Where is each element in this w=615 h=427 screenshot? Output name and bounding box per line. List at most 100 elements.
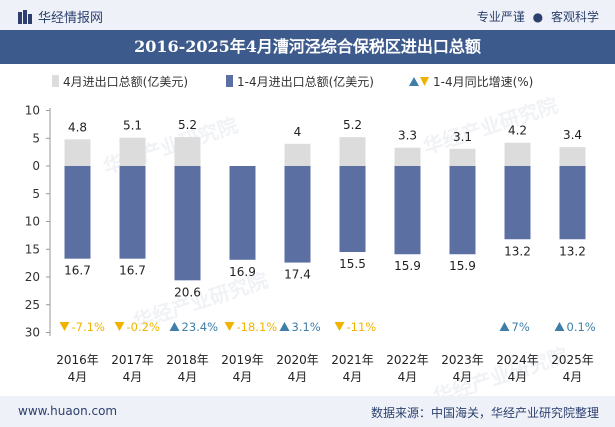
bar-cumulative-label: 20.6 [174, 285, 201, 299]
legend-item-growth: 1-4月同比增速(%) [408, 73, 533, 90]
bar-monthly-label: 3.1 [453, 130, 472, 144]
logo-icon [18, 10, 32, 24]
bar-cumulative-label: 16.7 [119, 264, 146, 278]
growth-label: -11% [347, 320, 377, 334]
slogan: 专业严谨 ● 客观科学 [477, 8, 599, 25]
growth-up-icon [169, 322, 180, 331]
bar-monthly [64, 139, 91, 166]
bar-monthly [284, 143, 311, 166]
chart-area: 10 5 0 5 10 15 20 25 30 4.8 16.7 -7.1% 2016年 4月 5.1 16.… [25, 104, 596, 385]
x-tick-label-month: 4月 [343, 370, 363, 384]
y-tick-label: 10 [25, 104, 40, 118]
legend-swatch-monthly [52, 75, 59, 87]
growth-up-icon [554, 322, 565, 331]
x-tick-label-month: 4月 [453, 370, 473, 384]
bar-cumulative [449, 166, 476, 255]
bar-cumulative [504, 166, 531, 240]
growth-up-icon [279, 322, 290, 331]
x-tick-label-month: 4月 [508, 370, 528, 384]
bar-cumulative [64, 166, 91, 259]
y-tick-label: 0 [32, 159, 40, 173]
bar-monthly-label: 4.8 [68, 120, 87, 134]
bar-cumulative [284, 166, 311, 263]
x-tick-label-year: 2023年 [441, 353, 484, 367]
footer: www.huaon.com 数据来源：中国海关，华经产业研究院整理 [0, 396, 615, 427]
growth-up-icon [499, 322, 510, 331]
growth-down-icon [114, 322, 125, 331]
bar-monthly-label: 5.2 [178, 118, 197, 132]
y-tick-label: 5 [32, 131, 40, 145]
growth-label: 3.1% [292, 320, 321, 334]
bar-cumulative [119, 166, 146, 259]
growth-down-icon [334, 322, 345, 331]
growth-label: 0.1% [567, 320, 596, 334]
bar-monthly [119, 137, 146, 166]
bar-cumulative-label: 15.9 [394, 259, 421, 273]
x-tick-label-month: 4月 [178, 370, 198, 384]
slogan-left: 专业严谨 [476, 10, 525, 24]
slogan-right: 客观科学 [550, 10, 599, 24]
slogan-separator: ● [532, 10, 544, 24]
legend-item-cumulative: 1-4月进出口总额(亿美元) [226, 73, 374, 90]
logo: 华经情报网 [18, 7, 103, 26]
bar-cumulative [394, 166, 421, 255]
bar-cumulative-label: 16.9 [229, 265, 256, 279]
bar-cumulative-label: 15.9 [449, 259, 476, 273]
legend-triangles-icon [409, 77, 429, 86]
x-tick-label-year: 2019年 [221, 353, 264, 367]
x-tick-label-month: 4月 [288, 370, 308, 384]
y-tick-label: 15 [25, 242, 40, 256]
logo-text: 华经情报网 [38, 11, 104, 26]
x-tick-label-year: 2021年 [331, 353, 374, 367]
x-tick-label-year: 2018年 [166, 353, 209, 367]
x-tick-label-month: 4月 [68, 370, 88, 384]
legend-label-growth: 1-4月同比增速(%) [433, 75, 534, 89]
x-tick-label-month: 4月 [398, 370, 418, 384]
footer-url: www.huaon.com [18, 404, 118, 418]
y-tick-label: 25 [25, 298, 40, 312]
x-tick-label-year: 2022年 [386, 353, 429, 367]
x-tick-label-year: 2016年 [56, 353, 99, 367]
legend-item-monthly: 4月进出口总额(亿美元) [52, 73, 188, 90]
x-tick-label-month: 4月 [123, 370, 143, 384]
bar-monthly [339, 137, 366, 166]
y-tick-label: 5 [32, 187, 40, 201]
growth-down-icon [59, 322, 70, 331]
bar-monthly [394, 147, 421, 166]
x-tick-label-year: 2025年 [551, 353, 594, 367]
x-tick-label-year: 2020年 [276, 353, 319, 367]
legend-swatch-cumulative [226, 75, 233, 87]
legend-label-monthly: 4月进出口总额(亿美元) [63, 75, 188, 89]
x-tick-label-month: 4月 [563, 370, 583, 384]
bar-cumulative-label: 16.7 [64, 264, 91, 278]
bar-monthly-label: 3.3 [398, 129, 417, 143]
y-tick-label: 10 [25, 215, 40, 229]
bar-cumulative [339, 166, 366, 253]
bar-monthly-label: 5.1 [123, 119, 142, 133]
x-tick-label-month: 4月 [233, 370, 253, 384]
growth-label: -7.1% [72, 320, 105, 334]
bar-cumulative [174, 166, 201, 281]
legend: 4月进出口总额(亿美元) 1-4月进出口总额(亿美元) 1-4月同比增速(%) [0, 70, 615, 90]
y-tick-label: 20 [25, 270, 40, 284]
top-bar: 华经情报网 专业严谨 ● 客观科学 [0, 0, 615, 30]
bar-monthly [559, 147, 586, 166]
footer-source: 数据来源：中国海关，华经产业研究院整理 [370, 406, 599, 420]
bar-monthly [504, 142, 531, 166]
x-tick-label-year: 2017年 [111, 353, 154, 367]
growth-label: -18.1% [237, 320, 278, 334]
bar-monthly [174, 137, 201, 166]
bar-monthly [449, 148, 476, 166]
bar-cumulative-label: 17.4 [284, 268, 311, 282]
growth-label: 23.4% [182, 320, 219, 334]
y-tick-label: 30 [25, 326, 40, 340]
bar-cumulative-label: 15.5 [339, 257, 366, 271]
bar-monthly-label: 4.2 [508, 124, 527, 138]
bar-monthly-label: 3.4 [563, 128, 582, 142]
bar-cumulative-label: 13.2 [504, 244, 531, 258]
chart-title: 2016-2025年4月漕河泾综合保税区进出口总额 [134, 37, 481, 56]
legend-label-cumulative: 1-4月进出口总额(亿美元) [237, 75, 374, 89]
bar-cumulative-label: 13.2 [559, 244, 586, 258]
growth-down-icon [224, 322, 235, 331]
title-bar: 2016-2025年4月漕河泾综合保税区进出口总额 [0, 30, 615, 64]
